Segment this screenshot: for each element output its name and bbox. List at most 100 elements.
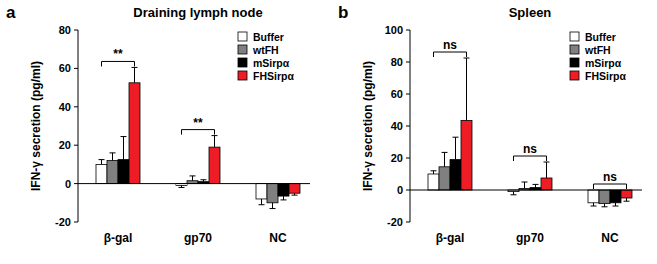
y-tick — [74, 222, 78, 223]
error-line — [466, 58, 467, 120]
y-tick-label: 20 — [391, 152, 403, 164]
legend-swatch — [238, 58, 247, 67]
error-cap — [201, 179, 207, 180]
error-bar — [270, 203, 276, 209]
annotation: ns — [523, 142, 537, 156]
y-tick — [74, 106, 78, 107]
error-cap — [121, 136, 127, 137]
error-cap — [453, 137, 459, 138]
y-tick — [406, 126, 410, 127]
marks — [428, 58, 632, 207]
legend-swatch — [570, 32, 579, 41]
y-tick-label: 0 — [65, 178, 71, 190]
bracket — [182, 130, 215, 135]
legend-swatch — [238, 32, 247, 41]
legend-swatch — [570, 71, 579, 80]
y-tick-label: 100 — [385, 24, 403, 36]
legend-label: Buffer — [585, 31, 616, 43]
error-bar — [212, 136, 218, 148]
y-axis-label: IFN-γ secretion (pg/ml) — [29, 61, 43, 191]
y-tick-label: 20 — [59, 139, 71, 151]
error-bar — [533, 184, 539, 187]
error-line — [112, 153, 113, 161]
error-bar — [201, 180, 207, 182]
error-cap — [110, 152, 116, 153]
bar — [267, 184, 278, 203]
legend: BufferwtFHmSirpαFHSirpα — [238, 31, 294, 82]
figure: aDraining lymph nodeIFN-γ secretion (pg/… — [0, 0, 657, 264]
legend-label: wtFH — [252, 44, 279, 56]
bar — [289, 184, 300, 194]
bar — [541, 178, 552, 190]
y-tick — [406, 190, 410, 191]
error-bar — [624, 198, 630, 201]
title: Draining lymph node — [133, 5, 262, 20]
y-tick — [406, 222, 410, 223]
error-cap — [544, 162, 550, 163]
bar — [439, 167, 450, 190]
x-tick-label: β-gal — [104, 231, 133, 245]
error-cap — [533, 184, 539, 185]
legend-label: Buffer — [253, 31, 284, 43]
error-bar — [544, 162, 550, 178]
error-bar — [613, 203, 619, 206]
error-cap — [190, 175, 196, 176]
bracket — [434, 52, 467, 57]
error-cap — [624, 201, 630, 202]
y-tick-label: 80 — [391, 56, 403, 68]
x-tick-label: gp70 — [184, 231, 212, 245]
error-cap — [132, 67, 138, 68]
bar — [256, 184, 267, 199]
y-tick-label: 0 — [397, 184, 403, 196]
error-bar — [190, 176, 196, 181]
error-cap — [613, 206, 619, 207]
error-bar — [132, 67, 138, 82]
bar — [588, 190, 599, 203]
error-cap — [179, 187, 185, 188]
y-tick-label: -20 — [55, 216, 71, 228]
error-bar — [121, 137, 127, 160]
annotation: ** — [193, 116, 203, 130]
bracket — [514, 156, 547, 161]
bar — [209, 147, 220, 183]
error-bar — [602, 204, 608, 207]
legend: BufferwtFHmSirpαFHSirpα — [570, 31, 626, 82]
bar — [129, 83, 140, 184]
y-tick-label: 80 — [59, 24, 71, 36]
y-axis — [78, 30, 79, 222]
y-tick — [406, 62, 410, 63]
error-cap — [591, 206, 597, 207]
error-bar — [292, 193, 298, 195]
y-tick-label: -20 — [387, 216, 403, 228]
y-tick — [74, 68, 78, 69]
error-line — [455, 137, 456, 159]
title: Spleen — [509, 5, 552, 20]
error-bar — [431, 171, 437, 174]
legend-label: wtFH — [584, 44, 611, 56]
bar — [118, 160, 129, 184]
panel: aDraining lymph nodeIFN-γ secretion (pg/… — [6, 3, 310, 245]
y-tick — [406, 94, 410, 95]
significance: ** — [182, 116, 215, 135]
error-bar — [464, 58, 470, 120]
x-axis — [410, 190, 642, 191]
significance: ns — [594, 170, 627, 189]
bracket — [594, 184, 627, 189]
error-cap — [431, 170, 437, 171]
error-cap — [442, 152, 448, 153]
y-tick — [406, 158, 410, 159]
bar — [610, 190, 621, 203]
error-cap — [464, 58, 470, 59]
error-line — [261, 199, 262, 205]
y-tick-label: 40 — [391, 120, 403, 132]
error-cap — [212, 135, 218, 136]
x-tick-label: NC — [601, 231, 619, 245]
error-cap — [522, 182, 528, 183]
y-tick — [74, 145, 78, 146]
y-tick-label: 40 — [59, 101, 71, 113]
error-line — [134, 67, 135, 82]
significance: ns — [514, 142, 547, 161]
error-bar — [259, 199, 265, 205]
error-line — [101, 160, 102, 165]
error-cap — [259, 204, 265, 205]
